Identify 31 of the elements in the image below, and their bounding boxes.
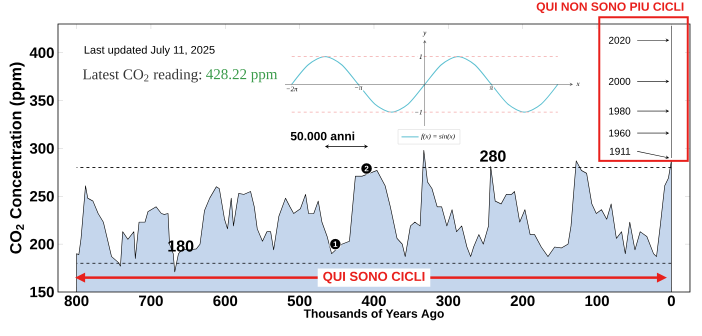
annotation: 50.000 anni xyxy=(290,132,354,140)
annotation: 1980 xyxy=(609,108,630,115)
x-tick-label: 800 xyxy=(64,296,88,306)
x-tick-label: 200 xyxy=(510,296,535,306)
annotation: 1911 xyxy=(610,148,630,155)
annotation: QUI SONO CICLI xyxy=(323,272,424,284)
x-tick-label: 100 xyxy=(585,296,609,306)
annotation: 1960 xyxy=(609,130,630,137)
x-tick-label: 400 xyxy=(362,296,386,306)
annotation: 1 xyxy=(334,241,338,247)
y-axis-title: CO$_{2}$ Concentration (ppm) xyxy=(10,62,25,254)
x-tick-label: 0 xyxy=(668,296,675,306)
annotation: QUI NON SONO PIU CICLI xyxy=(536,2,684,14)
annotation: 428.22 ppm xyxy=(206,69,278,82)
y-tick-label: 150 xyxy=(30,286,54,298)
x-tick-label: 300 xyxy=(436,296,460,306)
y-tick-label: 400 xyxy=(30,47,54,58)
x-tick-label: 700 xyxy=(139,296,163,306)
annotation: 2000 xyxy=(608,78,630,85)
y-tick-label: 250 xyxy=(30,190,54,202)
y-tick-label: 350 xyxy=(30,95,54,106)
ref-line-label: 280 xyxy=(480,150,506,162)
y-tick-label: 200 xyxy=(30,238,54,250)
annotation: 2020 xyxy=(608,36,630,44)
x-tick-label: 500 xyxy=(288,296,312,306)
x-tick-label: 600 xyxy=(213,296,238,306)
annotation: Latest CO$_{2}$ reading: xyxy=(82,68,202,82)
annotation: Last updated July 11, 2025 xyxy=(84,46,215,56)
x-axis-title: Thousands of Years Ago xyxy=(304,309,444,320)
y-tick-label: 300 xyxy=(30,143,54,154)
annotation: 2 xyxy=(364,166,368,172)
